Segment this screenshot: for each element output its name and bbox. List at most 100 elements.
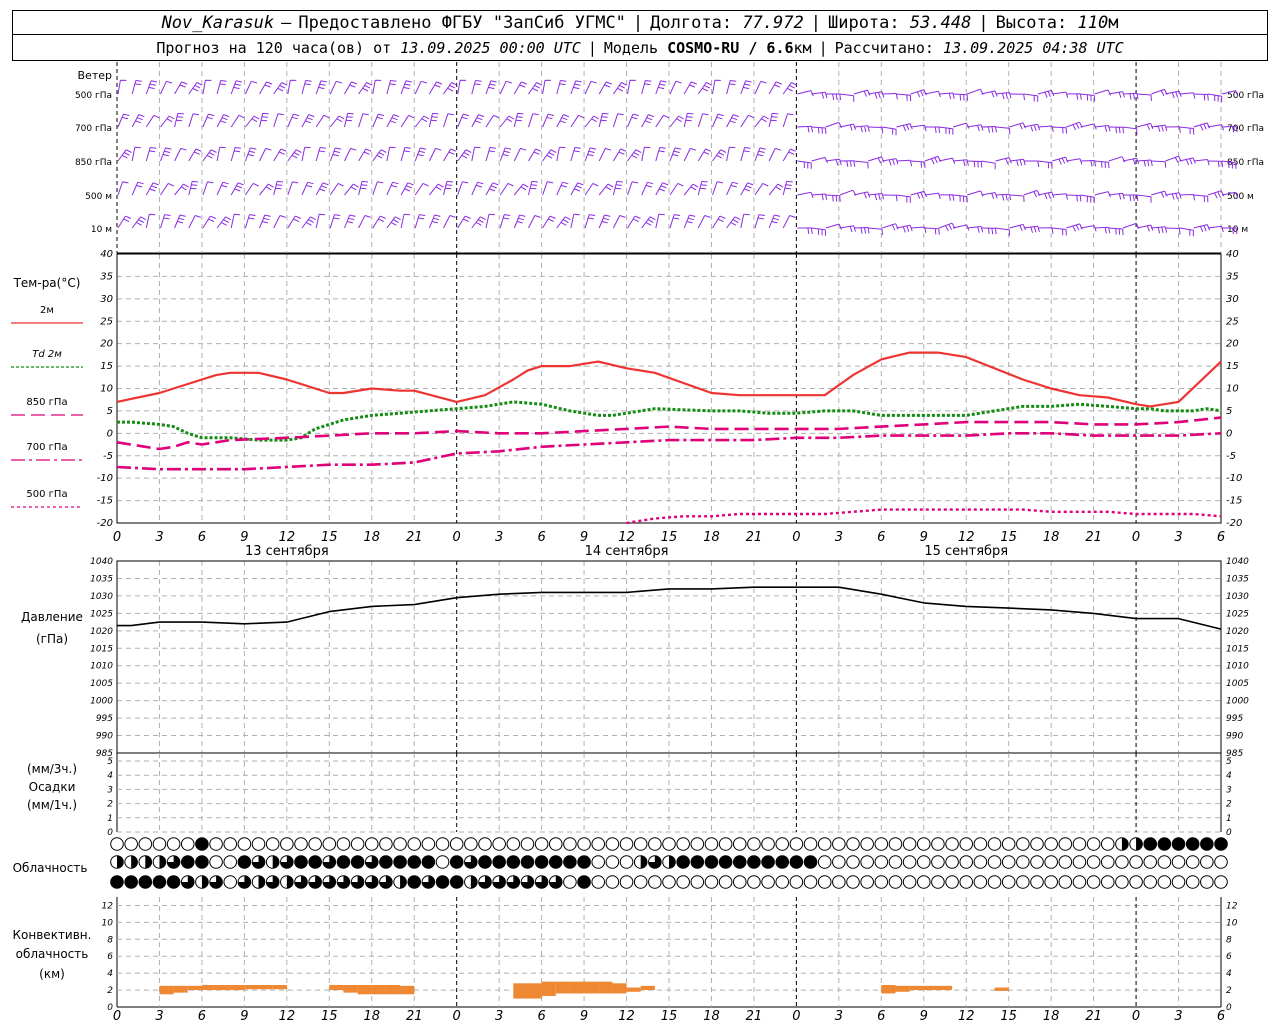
wind-barb: [344, 214, 356, 229]
temp-tick-label-right: -20: [1226, 518, 1242, 529]
wind-barb: [1179, 92, 1196, 99]
wind-barb: [740, 182, 754, 196]
wind-barb: [386, 114, 400, 128]
wind-barb: [811, 126, 827, 135]
cloud-symbol: [761, 855, 775, 869]
temp-tick-label-right: 35: [1226, 271, 1239, 282]
wind-barb: [400, 213, 411, 229]
conv-cloud-bar: [258, 985, 273, 990]
cloud-circle: [1016, 855, 1030, 869]
cloud-symbol: [846, 855, 860, 869]
wind-barb: [499, 80, 512, 95]
pressure-panel-unit: (гПа): [36, 632, 68, 646]
wind-barb: [160, 115, 175, 128]
cloud-symbol: [789, 855, 804, 869]
wind-barb: [853, 191, 871, 199]
wind-barb: [400, 147, 411, 162]
wind-barb: [768, 147, 782, 162]
wind-barb: [499, 147, 512, 162]
cloud-symbol: [124, 855, 138, 869]
cloud-circle: [1072, 837, 1087, 851]
cloud-fill: [669, 855, 676, 869]
wind-barb: [570, 182, 584, 196]
cloud-symbol: [1030, 875, 1044, 889]
cloud-symbol: [987, 837, 1002, 851]
wind-barb: [117, 215, 132, 229]
legend-label: 850 гПа: [26, 397, 67, 408]
wind-barb: [627, 215, 641, 229]
wind-barb: [244, 147, 257, 162]
wind-barb: [981, 227, 997, 235]
cloud-symbol: [237, 875, 252, 889]
temp-series-line: [117, 400, 1222, 442]
cloud-symbol: [209, 837, 223, 851]
wind-barb: [528, 113, 539, 128]
temp-x-tick: 3: [155, 530, 163, 545]
cloud-circle: [464, 837, 478, 851]
wind-barb: [825, 223, 843, 230]
cloud-symbol: [775, 855, 790, 869]
cloud-circle: [945, 855, 959, 869]
cloud-symbol: [605, 855, 620, 869]
cloud-circle: [832, 855, 846, 869]
cloud-symbol: [350, 875, 365, 889]
cloud-fill: [478, 875, 492, 889]
wind-barb: [202, 215, 216, 229]
wind-barb: [712, 181, 723, 196]
wind-barb: [372, 149, 387, 162]
wind-barb: [528, 215, 541, 229]
wind-barb: [995, 193, 1012, 201]
cloud-circle: [223, 837, 238, 851]
cloud-circle: [888, 837, 903, 851]
cloud-symbol: [1129, 855, 1143, 869]
wind-barb: [683, 183, 699, 196]
wind-barb: [513, 81, 528, 95]
cloud-circle: [987, 855, 1002, 869]
conv-x-tick: 12: [618, 1009, 635, 1024]
wind-barb: [1151, 160, 1167, 168]
cloud-symbol: [364, 855, 379, 869]
cloud-symbol: [1171, 855, 1186, 869]
wind-barb: [1108, 192, 1125, 200]
wind-barb: [202, 181, 214, 196]
wind-barb: [868, 193, 885, 201]
wind-barb: [853, 227, 870, 234]
cloud-circle: [350, 855, 365, 869]
temp-tick-label-right: -5: [1226, 451, 1236, 462]
temp-x-tick: 21: [746, 530, 763, 545]
cloud-circle: [633, 875, 648, 889]
cloud-circle: [916, 855, 931, 869]
conv-cloud-bar: [937, 985, 953, 991]
pressure-tick-label-right: 990: [1226, 732, 1243, 742]
cloud-symbol: [265, 837, 280, 851]
wind-barb: [811, 193, 828, 201]
wind-barb: [273, 82, 288, 95]
wind-barb: [1108, 91, 1125, 99]
cloud-circle: [1044, 875, 1058, 889]
wind-barb: [967, 124, 984, 132]
cloud-symbol: [718, 875, 733, 889]
cloud-symbol: [633, 875, 648, 889]
cloud-circle: [1171, 837, 1186, 851]
wind-level-label: 700 гПа: [75, 124, 112, 134]
cloud-symbol: [478, 837, 492, 851]
cloud-symbol: [1044, 875, 1058, 889]
cloud-symbol: [1185, 837, 1200, 851]
legend-label: 700 гПа: [26, 442, 67, 453]
cloud-circle: [605, 855, 620, 869]
wind-barb: [782, 215, 796, 229]
cloud-circle: [803, 875, 818, 889]
pressure-tick-label: 1025: [90, 609, 113, 619]
cloud-symbol: [690, 875, 705, 889]
longitude-label: Долгота:: [650, 12, 733, 33]
wind-barb: [315, 114, 330, 128]
cloud-symbol: [464, 875, 478, 889]
wind-barb: [584, 214, 596, 229]
wind-barb: [768, 183, 784, 196]
wind-barb: [882, 194, 898, 202]
wind-barb: [882, 223, 899, 231]
cloud-circle: [223, 855, 238, 869]
cloud-circle: [265, 837, 280, 851]
separator: |: [587, 38, 597, 57]
wind-barb: [1080, 194, 1095, 204]
